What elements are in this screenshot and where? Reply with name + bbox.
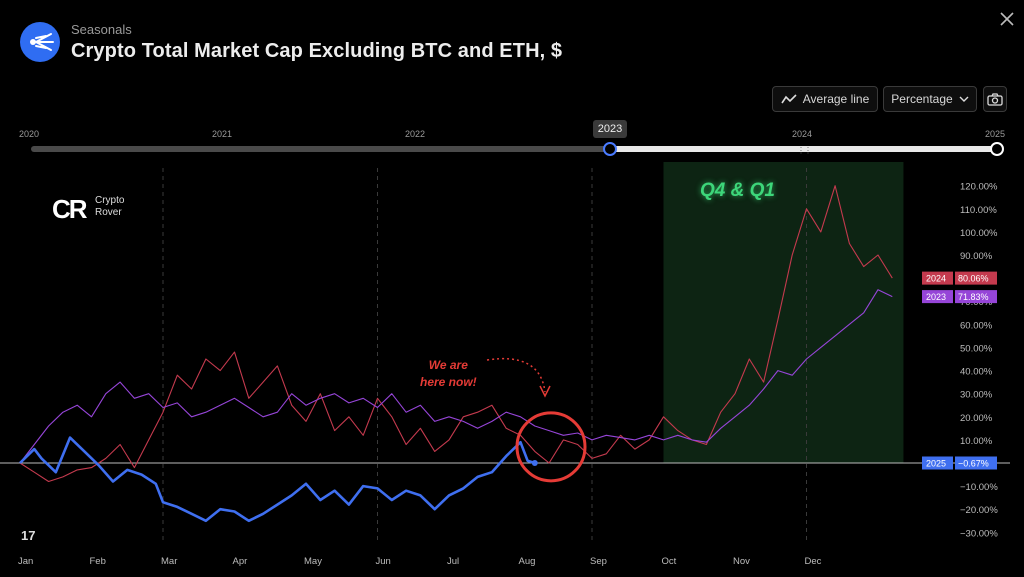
crypto-rover-logo: CR [52, 194, 88, 224]
x-tick-label: Nov [733, 556, 750, 567]
x-tick-label: Jul [447, 556, 459, 567]
watermark-brand: Crypto Rover [95, 195, 124, 219]
x-tick-label: Mar [161, 556, 177, 567]
y-tick-label: 90.00% [960, 251, 993, 262]
chevron-down-icon [959, 96, 969, 102]
series-label-value: 80.06% [958, 274, 989, 284]
x-tick-label: Aug [519, 556, 536, 567]
y-tick-label: 120.00% [960, 182, 998, 193]
series-label-value-bg [955, 290, 997, 304]
section-label: Seasonals [71, 22, 132, 37]
range-start-handle[interactable] [603, 142, 617, 156]
series-label-value: 71.83% [958, 292, 989, 302]
y-tick-label: 50.00% [960, 343, 993, 354]
x-tick-label: Dec [805, 556, 822, 567]
mode-dropdown[interactable]: Percentage [883, 86, 977, 112]
timeline-year: 2020 [19, 129, 40, 139]
here-note-line2: here now! [420, 375, 477, 389]
series-line-2023 [19, 289, 893, 464]
selected-year-tooltip: 2023 [593, 120, 627, 138]
average-line-button[interactable]: Average line [772, 86, 878, 112]
page-title: Crypto Total Market Cap Excluding BTC an… [71, 40, 563, 62]
timeline-year: 2025 [985, 129, 1006, 139]
q4-q1-label: Q4 & Q1 [700, 180, 775, 201]
y-tick-label: 110.00% [960, 205, 997, 216]
camera-icon [987, 92, 1003, 106]
x-tick-label: Jun [376, 556, 391, 567]
series-label-value-bg [955, 271, 997, 285]
x-tick-label: Jan [18, 556, 33, 567]
signal-icon [30, 33, 54, 51]
app-logo [20, 22, 60, 62]
series-2025-endpoint [531, 460, 538, 466]
timeline-year: 2024 [792, 129, 813, 139]
series-line-2025 [19, 436, 536, 523]
mode-label: Percentage [891, 92, 953, 106]
highlight-circle [515, 411, 587, 483]
x-tick-label: Sep [590, 556, 607, 567]
tradingview-logo: 17 [21, 528, 36, 543]
series-label-year-bg [922, 456, 953, 470]
series-label-year-bg [922, 290, 953, 304]
y-tick-label: 40.00% [960, 367, 993, 378]
here-now-note: We are here now! [420, 357, 477, 391]
seasonals-chart: 120.00%110.00%100.00%90.00%70.00%60.00%5… [0, 162, 1010, 567]
series-label-year: 2025 [926, 459, 946, 469]
x-tick-label: Feb [90, 556, 106, 567]
y-tick-label: 60.00% [960, 320, 993, 331]
series-label-year-bg [922, 271, 953, 285]
close-icon[interactable] [998, 10, 1016, 28]
y-tick-label: −30.00% [960, 528, 998, 539]
y-tick-label: 30.00% [960, 390, 993, 401]
timeline-selected-range[interactable] [609, 146, 997, 152]
y-tick-label: 100.00% [960, 228, 998, 239]
x-tick-label: Apr [233, 556, 248, 567]
q4-q1-shaded-region [663, 162, 904, 463]
timeline-year: 2021 [212, 129, 233, 139]
timeline-track[interactable] [31, 146, 611, 152]
timeline-year: 2022 [405, 129, 426, 139]
x-tick-label: May [304, 556, 322, 567]
line-chart-icon [781, 94, 797, 104]
drag-grip-icon[interactable]: ⋮⋮ [797, 146, 812, 155]
series-line-2024 [19, 185, 893, 483]
watermark-line2: Rover [95, 207, 122, 218]
range-end-handle[interactable] [990, 142, 1004, 156]
screenshot-button[interactable] [983, 86, 1007, 112]
average-line-label: Average line [802, 92, 870, 106]
series-label-year: 2023 [926, 292, 946, 302]
y-tick-label: −10.00% [960, 482, 998, 493]
series-label-value: −0.67% [958, 459, 989, 469]
x-tick-label: Oct [662, 556, 677, 567]
here-note-line1: We are [428, 358, 468, 372]
watermark-line1: Crypto [95, 195, 125, 206]
arrow-head-icon [539, 385, 551, 398]
y-tick-label: −20.00% [960, 505, 998, 516]
y-tick-label: 20.00% [960, 413, 993, 424]
series-label-year: 2024 [926, 274, 946, 284]
y-tick-label: 10.00% [960, 436, 993, 447]
series-label-value-bg [955, 456, 997, 470]
annotation-arrow [486, 357, 546, 393]
